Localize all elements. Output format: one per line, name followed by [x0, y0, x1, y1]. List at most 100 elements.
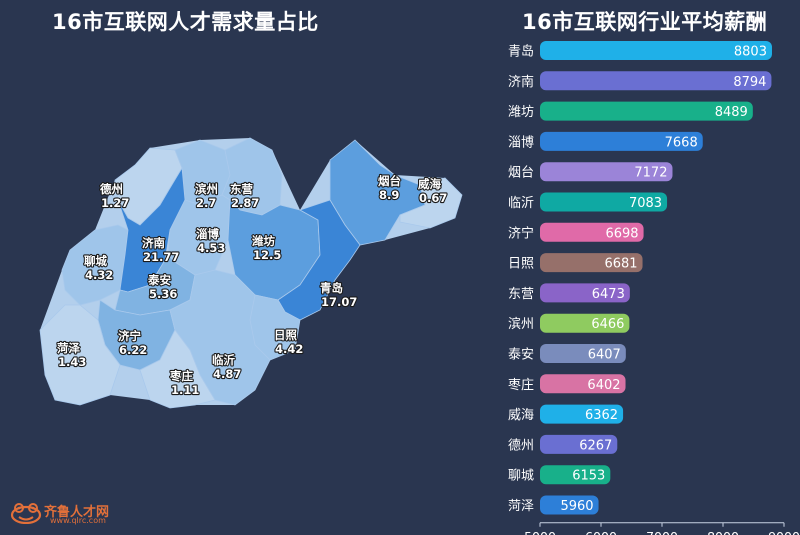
bar [540, 41, 772, 60]
category-label: 青岛 [508, 44, 534, 60]
category-label: 临沂 [508, 196, 534, 211]
bar [540, 283, 630, 303]
region-value-淄博: 4.53 [197, 241, 225, 255]
region-value-济南: 21.77 [143, 250, 179, 264]
bar [540, 222, 644, 242]
bar [540, 192, 668, 212]
region-value-潍坊: 12.5 [253, 248, 281, 262]
bar-value-label: 6466 [591, 317, 624, 332]
region-name-泰安: 泰安 [147, 273, 171, 287]
x-tick-label: 9000 [768, 529, 800, 535]
region-value-烟台: 8.9 [379, 188, 399, 202]
bar-value-label: 6681 [604, 257, 637, 272]
region-name-济宁: 济宁 [118, 329, 141, 343]
region-name-淄博: 淄博 [196, 227, 219, 241]
bars-group: 青岛 8803 济南 8794 潍坊 8489 淄博 7668 烟台 7172 临沂 7083 济宁 66… [508, 41, 772, 515]
bar-value-label: 6698 [605, 226, 638, 241]
region-value-东营: 2.87 [231, 196, 259, 210]
region-name-济南: 济南 [142, 236, 165, 250]
x-tick-label: 5000 [524, 529, 556, 535]
region-name-泰安: 泰安 [147, 273, 171, 287]
category-label: 潍坊 [508, 105, 534, 120]
bar [540, 253, 643, 273]
region-name-菏泽: 菏泽 [57, 341, 80, 355]
bar-chart-title: 16市互联网行业平均薪酬 [522, 10, 768, 34]
bar-value-label: 6402 [587, 378, 620, 393]
region-value-日照: 4.42 [275, 342, 303, 356]
region-name-青岛: 青岛 [320, 281, 343, 295]
region-name-威海: 威海 [418, 177, 441, 191]
region-name-聊城: 聊城 [84, 254, 107, 268]
region-name-日照: 日照 [274, 328, 297, 342]
category-label: 烟台 [508, 166, 534, 181]
region-value-青岛: 17.07 [321, 295, 357, 309]
bar-value-label: 6267 [579, 438, 612, 453]
region-威海 [399, 177, 463, 229]
region-value-临沂: 4.87 [213, 367, 241, 381]
region-name-烟台: 烟台 [378, 174, 401, 188]
frog-logo-icon [10, 503, 42, 524]
category-label: 济南 [508, 74, 534, 90]
bar [540, 313, 630, 333]
region-name-青岛: 青岛 [320, 281, 343, 295]
bar-value-label: 6407 [588, 348, 621, 363]
bar-value-label: 7172 [634, 166, 667, 181]
region-name-东营: 东营 [230, 182, 253, 196]
region-name-济宁: 济宁 [118, 329, 141, 343]
bar [540, 162, 673, 182]
region-name-潍坊: 潍坊 [252, 234, 275, 248]
region-value-青岛: 17.07 [321, 295, 357, 309]
category-label: 淄博 [508, 135, 534, 150]
region-value-德州: 1.27 [101, 196, 129, 210]
region-name-东营: 东营 [230, 182, 253, 196]
qlrc-logo: 齐鲁人才网 www.qlrc.com [10, 500, 150, 528]
region-value-济宁: 6.22 [119, 343, 147, 357]
region-name-枣庄: 枣庄 [169, 369, 193, 383]
bar [540, 465, 611, 485]
region-name-烟台: 烟台 [378, 174, 401, 188]
region-value-济南: 21.77 [143, 250, 179, 264]
region-name-滨州: 滨州 [195, 182, 218, 196]
category-label: 德州 [508, 438, 534, 453]
category-label: 聊城 [508, 469, 534, 484]
category-label: 菏泽 [508, 499, 534, 514]
region-value-聊城: 4.32 [85, 268, 113, 282]
bar-value-label: 6473 [592, 287, 625, 302]
bar [540, 101, 753, 121]
region-name-济南: 济南 [142, 236, 165, 250]
region-value-淄博: 4.53 [197, 241, 225, 255]
category-label: 日照 [508, 257, 534, 272]
bar-value-label: 6153 [572, 469, 605, 484]
region-value-聊城: 4.32 [85, 268, 113, 282]
map-title: 16市互联网人才需求量占比 [52, 10, 319, 34]
region-value-泰安: 5.36 [149, 287, 177, 301]
region-name-聊城: 聊城 [84, 254, 107, 268]
x-tick-label: 8000 [707, 529, 739, 535]
region-name-枣庄: 枣庄 [169, 369, 193, 383]
region-value-潍坊: 12.5 [253, 248, 281, 262]
region-value-滨州: 2.7 [196, 196, 216, 210]
x-tick-label: 7000 [646, 529, 678, 535]
region-name-日照: 日照 [274, 328, 297, 342]
region-value-泰安: 5.36 [149, 287, 177, 301]
category-label: 枣庄 [508, 377, 534, 393]
bar [540, 434, 618, 454]
region-value-滨州: 2.7 [196, 196, 216, 210]
bar [540, 495, 599, 515]
region-value-临沂: 4.87 [213, 367, 241, 381]
map-regions [39, 137, 463, 409]
bar [540, 374, 626, 394]
bar [540, 131, 703, 151]
